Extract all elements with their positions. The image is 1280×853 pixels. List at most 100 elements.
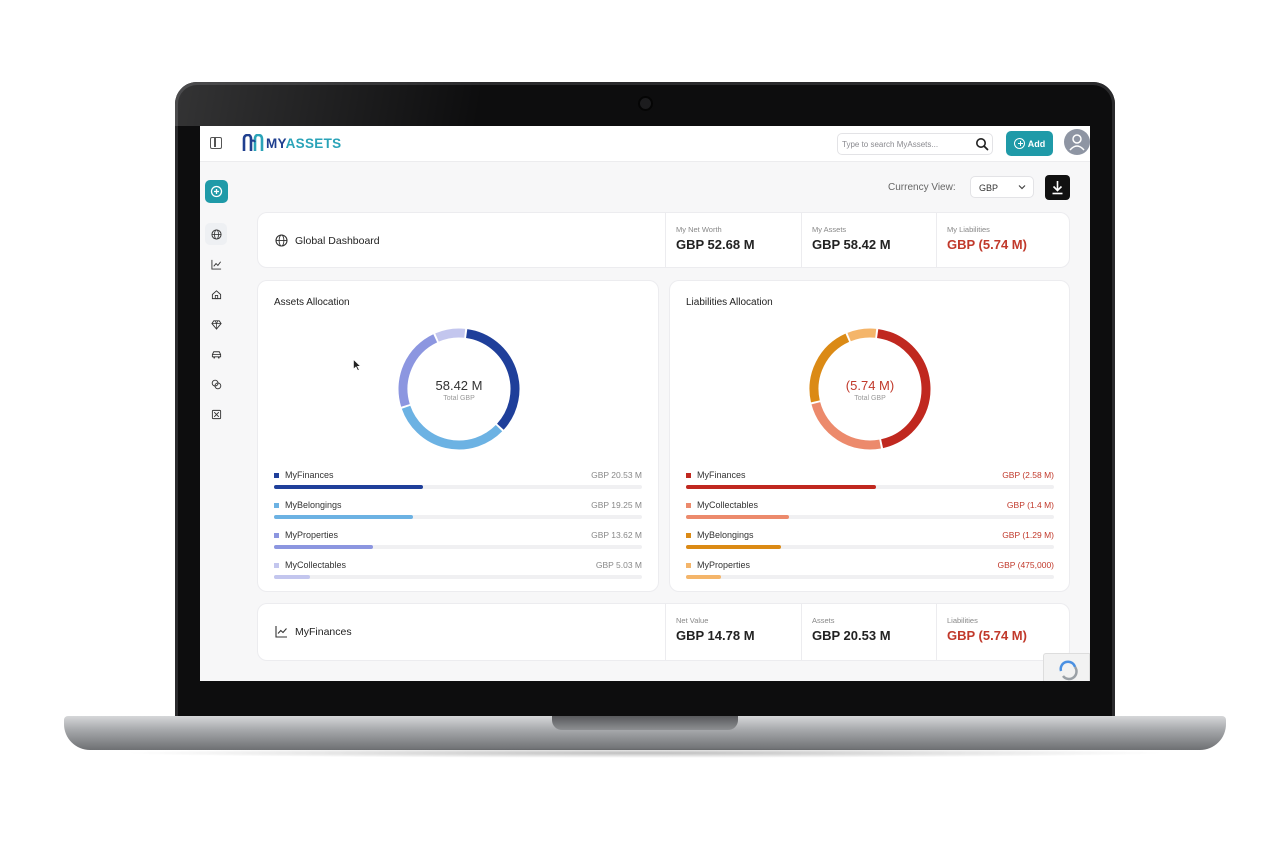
my-assets-label: My Assets bbox=[812, 225, 847, 234]
rail-item-belongings[interactable] bbox=[205, 373, 227, 395]
assets-total: 58.42 M bbox=[435, 378, 483, 393]
laptop-base bbox=[64, 716, 1226, 750]
net-value-stat: Net Value GBP 14.78 M bbox=[665, 604, 801, 660]
diamond-icon bbox=[210, 319, 222, 330]
currency-select-value: GBP bbox=[979, 183, 999, 193]
globe-icon bbox=[275, 234, 288, 247]
rail-item-other[interactable] bbox=[205, 403, 227, 425]
legend-bar-fill bbox=[274, 575, 311, 579]
finances-assets-stat: Assets GBP 20.53 M bbox=[801, 604, 936, 660]
search-icon[interactable] bbox=[975, 137, 989, 151]
currency-view-label: Currency View: bbox=[888, 182, 956, 193]
donut-segment-myfinances[interactable] bbox=[876, 329, 931, 449]
legend-swatch bbox=[686, 563, 691, 568]
global-dashboard-card: Global Dashboard My Net Worth GBP 52.68 … bbox=[257, 212, 1070, 268]
sidebar-toggle-icon[interactable] bbox=[210, 137, 222, 149]
currency-select[interactable]: GBP bbox=[970, 176, 1034, 198]
legend-value: GBP (475,000) bbox=[997, 560, 1054, 570]
net-worth-value: GBP 52.68 M bbox=[676, 237, 755, 252]
legend-bar-fill bbox=[686, 485, 876, 489]
legend-swatch bbox=[274, 473, 279, 478]
myfinances-card: MyFinances Net Value GBP 14.78 M Assets … bbox=[257, 603, 1070, 661]
my-liabilities-stat: My Liabilities GBP (5.74 M) bbox=[936, 213, 1070, 267]
finances-assets-value: GBP 20.53 M bbox=[812, 628, 891, 643]
donut-segment-myproperties[interactable] bbox=[398, 334, 438, 407]
my-liabilities-label: My Liabilities bbox=[947, 225, 990, 234]
legend-bar-track bbox=[274, 515, 642, 519]
plus-circle-icon bbox=[1013, 138, 1025, 149]
myfinances-title: MyFinances bbox=[295, 626, 352, 638]
donut-segment-mybelongings[interactable] bbox=[809, 333, 850, 403]
liabilities-total-label: Total GBP bbox=[854, 395, 886, 402]
liabilities-allocation-card: Liabilities Allocation (5.74 M) Total GB… bbox=[669, 280, 1070, 592]
recaptcha-badge[interactable] bbox=[1043, 653, 1090, 681]
donut-segment-mycollectables[interactable] bbox=[811, 401, 881, 450]
logo-text-assets: ASSETS bbox=[285, 136, 342, 151]
legend-value: GBP (1.29 M) bbox=[1002, 530, 1054, 540]
legend-value: GBP 20.53 M bbox=[591, 470, 642, 480]
legend-bar-track bbox=[686, 485, 1054, 489]
car-icon bbox=[211, 350, 221, 359]
my-assets-value: GBP 58.42 M bbox=[812, 237, 891, 252]
rail-item-finances[interactable] bbox=[205, 253, 227, 275]
search-input[interactable] bbox=[842, 137, 968, 152]
finances-assets-label: Assets bbox=[812, 616, 835, 625]
legend-name: MyBelongings bbox=[285, 500, 342, 510]
legend-name: MyFinances bbox=[285, 470, 334, 480]
download-button[interactable] bbox=[1045, 175, 1070, 200]
rail-item-vehicles[interactable] bbox=[205, 343, 227, 365]
rail-add-button[interactable] bbox=[205, 180, 228, 203]
legend-name: MyFinances bbox=[697, 470, 746, 480]
recaptcha-icon bbox=[1059, 660, 1078, 681]
liabilities-donut-chart[interactable] bbox=[807, 326, 933, 452]
legend-row-myproperties[interactable]: MyProperties GBP (475,000) bbox=[686, 558, 1054, 588]
finances-liabilities-stat: Liabilities GBP (5.74 M) bbox=[936, 604, 1070, 660]
donut-segment-myproperties[interactable] bbox=[847, 328, 877, 342]
liabilities-total: (5.74 M) bbox=[845, 378, 895, 393]
legend-row-mybelongings[interactable]: MyBelongings GBP 19.25 M bbox=[274, 498, 642, 528]
legend-bar-fill bbox=[686, 515, 790, 519]
search-box bbox=[837, 133, 993, 155]
donut-segment-mycollectables[interactable] bbox=[435, 328, 466, 342]
rail-item-global[interactable] bbox=[205, 223, 227, 245]
legend-row-myfinances[interactable]: MyFinances GBP (2.58 M) bbox=[686, 468, 1054, 498]
logo-icon bbox=[242, 134, 264, 151]
legend-name: MyProperties bbox=[697, 560, 751, 570]
coins-icon bbox=[211, 379, 221, 389]
box-icon bbox=[211, 409, 221, 419]
legend-bar-track bbox=[274, 545, 642, 549]
legend-row-myproperties[interactable]: MyProperties GBP 13.62 M bbox=[274, 528, 642, 558]
logo-text[interactable]: MYASSETS bbox=[266, 136, 341, 151]
avatar[interactable] bbox=[1064, 129, 1090, 155]
legend-row-mycollectables[interactable]: MyCollectables GBP (1.4 M) bbox=[686, 498, 1054, 528]
legend-value: GBP 13.62 M bbox=[591, 530, 642, 540]
globe-icon bbox=[210, 228, 222, 240]
legend-swatch bbox=[274, 503, 279, 508]
net-value-value: GBP 14.78 M bbox=[676, 628, 755, 643]
legend-row-mybelongings[interactable]: MyBelongings GBP (1.29 M) bbox=[686, 528, 1054, 558]
legend-row-myfinances[interactable]: MyFinances GBP 20.53 M bbox=[274, 468, 642, 498]
logo-text-my: MY bbox=[266, 136, 286, 151]
legend-value: GBP 19.25 M bbox=[591, 500, 642, 510]
home-icon bbox=[211, 289, 221, 299]
rail-item-properties[interactable] bbox=[205, 283, 227, 305]
assets-donut-chart[interactable] bbox=[396, 326, 522, 452]
mouse-cursor-icon bbox=[353, 359, 361, 371]
legend-swatch bbox=[274, 563, 279, 568]
legend-row-mycollectables[interactable]: MyCollectables GBP 5.03 M bbox=[274, 558, 642, 588]
legend-bar-track bbox=[274, 575, 642, 579]
laptop-shadow bbox=[120, 748, 1170, 758]
donut-segment-mybelongings[interactable] bbox=[401, 405, 503, 450]
user-icon bbox=[1069, 134, 1085, 151]
add-button-label: Add bbox=[1027, 138, 1046, 149]
legend-bar-fill bbox=[686, 575, 721, 579]
assets-allocation-card: Assets Allocation 58.42 M Total GBP MyFi… bbox=[257, 280, 659, 592]
add-button[interactable]: Add bbox=[1006, 131, 1053, 156]
legend-name: MyCollectables bbox=[285, 560, 347, 570]
legend-value: GBP (1.4 M) bbox=[1006, 500, 1054, 510]
finances-liabilities-value: GBP (5.74 M) bbox=[947, 628, 1027, 643]
rail-item-collectables[interactable] bbox=[205, 313, 227, 335]
donut-segment-myfinances[interactable] bbox=[465, 329, 520, 430]
liabilities-allocation-title: Liabilities Allocation bbox=[686, 297, 773, 308]
legend-bar-fill bbox=[274, 485, 423, 489]
